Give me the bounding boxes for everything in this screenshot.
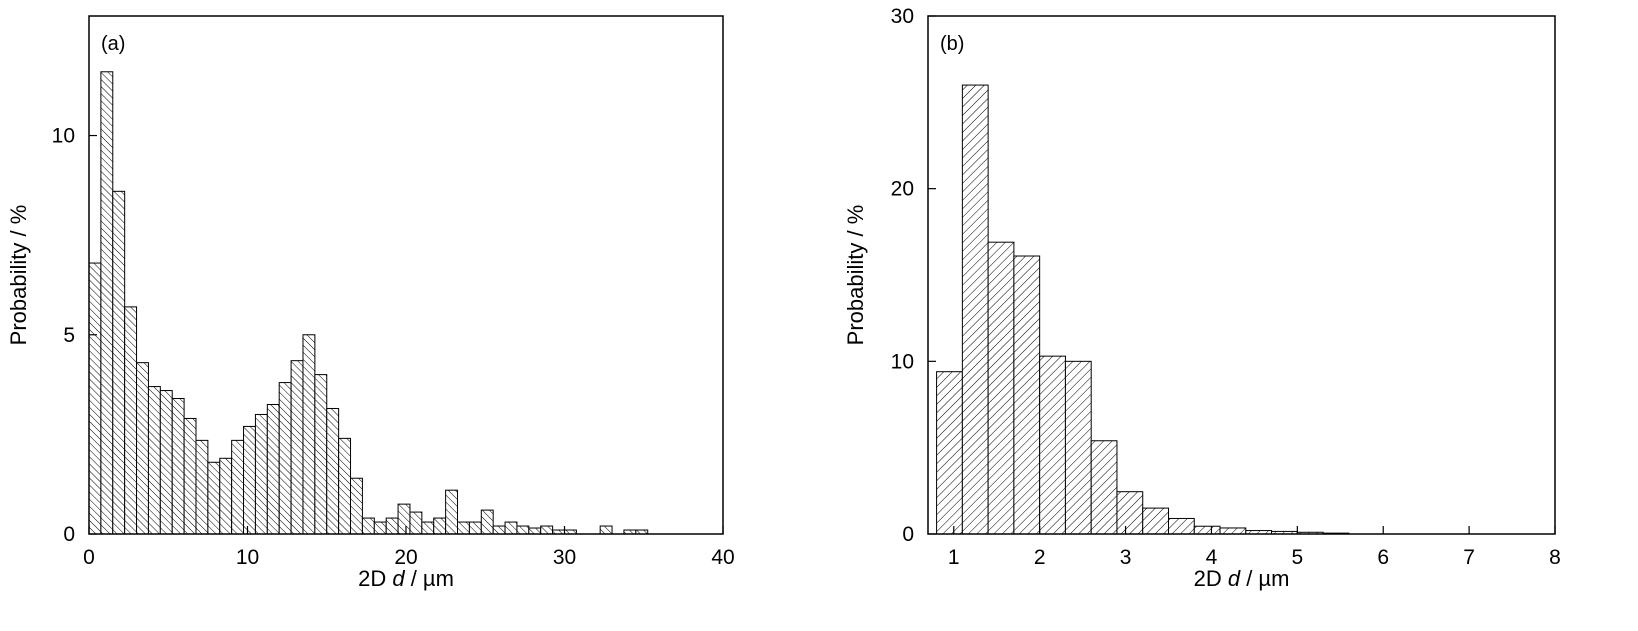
histogram-bar bbox=[1090, 440, 1118, 535]
x-axis-label-var-b: d bbox=[1228, 566, 1241, 591]
x-axis-label-suffix-a: / µm bbox=[405, 566, 454, 591]
histogram-bar bbox=[124, 306, 138, 535]
y-axis-label-a: Probability / % bbox=[6, 205, 31, 346]
x-tick-label: 0 bbox=[83, 546, 95, 569]
x-tick-label: 2 bbox=[1034, 546, 1046, 569]
histogram-bar bbox=[516, 525, 530, 535]
x-tick-label: 4 bbox=[1206, 546, 1218, 569]
histogram-bar bbox=[1142, 507, 1169, 535]
x-axis-label-prefix-a: 2D bbox=[358, 566, 392, 591]
histogram-bar bbox=[540, 525, 554, 535]
histogram-bar bbox=[88, 262, 102, 535]
y-tick-label: 30 bbox=[891, 5, 914, 28]
histogram-bar bbox=[1013, 255, 1041, 535]
histogram-bar bbox=[290, 360, 304, 535]
histogram-bar bbox=[266, 404, 280, 535]
histogram-panel-b: 1 2 3 4 5 6 7 8 0 10 20 30 (b) 2D d / µm Probabilit… bbox=[843, 5, 1561, 591]
histogram-bar bbox=[385, 517, 399, 535]
x-tick-label: 30 bbox=[553, 546, 576, 569]
histogram-bar bbox=[1193, 525, 1221, 535]
x-axis-label-b: 2D d / µm bbox=[1194, 566, 1290, 591]
histogram-bar bbox=[183, 417, 197, 535]
histogram-bar bbox=[219, 457, 233, 535]
histogram-bar bbox=[457, 521, 470, 535]
x-tick-label: 7 bbox=[1463, 546, 1475, 569]
histogram-bar bbox=[350, 477, 363, 535]
histogram-bar bbox=[171, 398, 185, 535]
x-tick-label: 40 bbox=[711, 546, 734, 569]
x-tick-label: 1 bbox=[948, 546, 960, 569]
x-tick-label: 10 bbox=[236, 546, 259, 569]
histogram-bar bbox=[397, 503, 411, 535]
histogram-bar bbox=[409, 511, 423, 535]
histogram-bar bbox=[1116, 491, 1144, 535]
histogram-panel-a: 0 10 20 30 40 0 5 10 (a) 2D d / µm Probability … bbox=[6, 15, 735, 591]
y-tick-label: 0 bbox=[902, 523, 914, 546]
x-tick-label: 5 bbox=[1291, 546, 1303, 569]
histogram-bar bbox=[987, 241, 1015, 535]
histogram-bar bbox=[445, 489, 459, 535]
bars-b bbox=[936, 84, 1350, 535]
ticks-a: 0 10 20 30 40 0 5 10 bbox=[52, 125, 735, 569]
x-axis-label-suffix-b: / µm bbox=[1240, 566, 1289, 591]
y-tick-label: 20 bbox=[891, 178, 914, 201]
histogram-bar bbox=[421, 521, 435, 535]
histogram-bar bbox=[433, 517, 447, 535]
histogram-bar bbox=[136, 362, 149, 535]
x-tick-label: 6 bbox=[1377, 546, 1389, 569]
histogram-bar bbox=[207, 461, 221, 535]
histogram-bar bbox=[528, 527, 542, 535]
histogram-bar bbox=[492, 525, 506, 535]
histogram-bar bbox=[480, 509, 494, 535]
histogram-bar bbox=[243, 425, 256, 535]
panel-label-a: (a) bbox=[101, 33, 125, 55]
histogram-bar bbox=[100, 71, 114, 535]
y-tick-label: 10 bbox=[52, 125, 75, 148]
histogram-bar bbox=[112, 190, 126, 535]
ticks-b: 1 2 3 4 5 6 7 8 0 10 20 30 bbox=[891, 5, 1561, 569]
y-tick-label: 5 bbox=[63, 324, 75, 347]
x-tick-label: 8 bbox=[1549, 546, 1561, 569]
x-axis-label-var-a: d bbox=[392, 566, 405, 591]
histogram-bar bbox=[302, 334, 316, 535]
histogram-bar bbox=[373, 521, 387, 535]
histogram-bar bbox=[314, 374, 328, 535]
histogram-bar bbox=[278, 382, 292, 535]
histogram-bar bbox=[326, 407, 340, 535]
histogram-bar bbox=[254, 413, 268, 535]
y-axis-label-b: Probability / % bbox=[843, 205, 868, 346]
y-tick-label: 0 bbox=[63, 523, 75, 546]
histogram-bar bbox=[159, 390, 173, 535]
histogram-bar bbox=[504, 521, 518, 535]
histogram-bar bbox=[361, 517, 375, 535]
x-tick-label: 20 bbox=[394, 546, 417, 569]
x-axis-label-prefix-b: 2D bbox=[1194, 566, 1228, 591]
histogram-bar bbox=[147, 386, 161, 535]
histogram-bar bbox=[468, 521, 482, 535]
histogram-bar bbox=[231, 439, 245, 535]
histogram-bar bbox=[1064, 360, 1092, 535]
bars-a bbox=[88, 71, 649, 535]
histogram-bar bbox=[936, 371, 963, 535]
x-axis-label-a: 2D d / µm bbox=[358, 566, 454, 591]
panel-label-b: (b) bbox=[940, 33, 964, 55]
y-tick-label: 10 bbox=[891, 350, 914, 373]
x-tick-label: 3 bbox=[1120, 546, 1132, 569]
histogram-bar bbox=[195, 439, 209, 535]
histogram-bar bbox=[599, 525, 613, 535]
histogram-bar bbox=[961, 84, 989, 535]
plot-frame-b bbox=[927, 15, 1556, 535]
histogram-bar bbox=[1039, 355, 1066, 535]
histogram-bar bbox=[338, 437, 352, 535]
histogram-bar bbox=[1219, 527, 1247, 535]
histogram-bar bbox=[1167, 517, 1195, 535]
